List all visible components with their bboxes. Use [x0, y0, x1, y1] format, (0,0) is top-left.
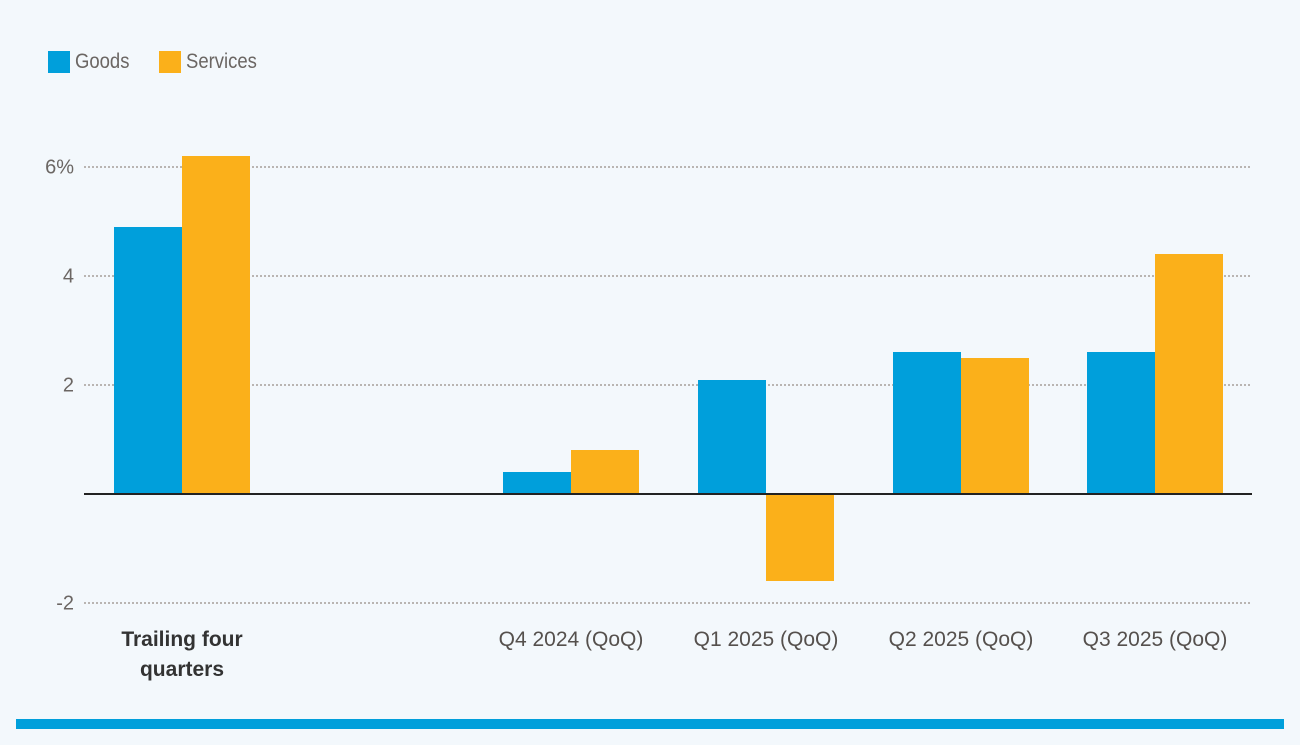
bar-goods-4: [1087, 352, 1155, 494]
services-swatch: [158, 51, 181, 73]
bar-goods-3: [893, 352, 961, 494]
bar-services-0: [182, 156, 250, 494]
gridline-6: [84, 166, 1250, 168]
ytick-neg2: -2: [56, 592, 74, 615]
goods-swatch: [48, 51, 70, 73]
bar-goods-1: [503, 472, 571, 494]
xlabel-q4-2024: Q4 2024 (QoQ): [498, 628, 644, 651]
chart-legend: Goods Services: [48, 50, 288, 74]
xlabel-trailing-line1: Trailing four: [121, 628, 243, 651]
gridline-4: [84, 275, 1250, 277]
ytick-2: 2: [62, 374, 74, 397]
footer-accent-bar: [16, 719, 1284, 729]
bar-services-4: [1155, 254, 1223, 494]
legend-label-services: Services: [185, 50, 257, 73]
xlabel-q1-2025: Q1 2025 (QoQ): [693, 628, 839, 651]
bar-services-3: [961, 357, 1029, 494]
ytick-6: 6%: [45, 156, 74, 179]
bar-goods-0: [114, 226, 182, 494]
bar-services-1: [571, 450, 639, 494]
legend-item-goods: Goods: [48, 50, 137, 74]
xlabel-trailing: Trailing four quarters: [72, 625, 292, 685]
gridline-neg2: [84, 602, 1250, 604]
xlabel-q3-2025: Q3 2025 (QoQ): [1082, 628, 1228, 651]
legend-label-goods: Goods: [75, 50, 130, 73]
xlabel-trailing-line2: quarters: [139, 658, 225, 681]
bar-services-2: [766, 494, 834, 582]
ytick-4: 4: [62, 265, 74, 288]
legend-item-services: Services: [158, 50, 267, 74]
zero-axis-line: [84, 493, 1252, 495]
gridline-2: [84, 384, 1250, 386]
bar-goods-2: [698, 379, 766, 494]
xlabel-q2-2025: Q2 2025 (QoQ): [888, 628, 1034, 651]
